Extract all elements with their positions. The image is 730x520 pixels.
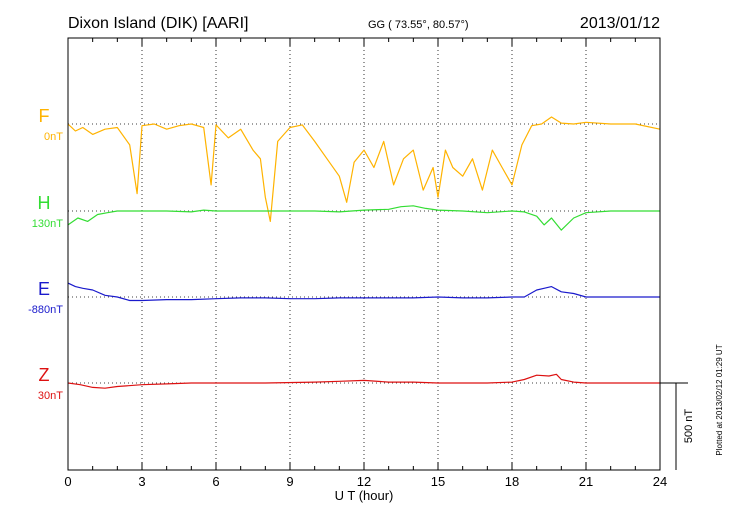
chart-title: Dixon Island (DIK) [AARI] (68, 15, 249, 32)
series-label-H: H (38, 193, 51, 213)
series-labels: F 0nT H 130nT E -880nT Z 30nT (28, 106, 63, 402)
baseline-label-Z: 30nT (38, 390, 63, 402)
series-baselines (68, 123, 660, 384)
x-axis-label: U T (hour) (335, 488, 394, 503)
tick-label-0: 0 (64, 474, 71, 489)
tick-label-6: 6 (212, 474, 219, 489)
tick-label-21: 21 (579, 474, 593, 489)
series-label-Z: Z (39, 365, 50, 385)
tick-label-12: 12 (357, 474, 371, 489)
data-series (67, 116, 661, 389)
series-line-H (67, 205, 660, 231)
series-line-Z (67, 373, 660, 389)
series-line-F (67, 116, 661, 222)
tick-label-15: 15 (431, 474, 445, 489)
series-label-F: F (39, 106, 50, 126)
scale-label: 500 nT (683, 409, 695, 444)
grid-lines (141, 38, 587, 470)
tick-label-18: 18 (505, 474, 519, 489)
tick-label-24: 24 (653, 474, 667, 489)
station-coordinates: GG ( 73.55°, 80.57°) (368, 19, 469, 31)
tick-label-3: 3 (138, 474, 145, 489)
plotted-note: Plotted at 2013/02/12 01:29 UT (715, 344, 724, 455)
series-label-E: E (38, 279, 50, 299)
baseline-label-E: -880nT (28, 304, 63, 316)
scale-bar (660, 382, 688, 470)
chart-date: 2013/01/12 (580, 15, 660, 32)
x-axis-ticks: 0 3 6 9 12 15 18 21 24 (64, 38, 667, 489)
tick-label-9: 9 (286, 474, 293, 489)
baseline-label-F: 0nT (44, 131, 63, 143)
series-line-E (67, 282, 660, 302)
baseline-label-H: 130nT (32, 218, 63, 230)
